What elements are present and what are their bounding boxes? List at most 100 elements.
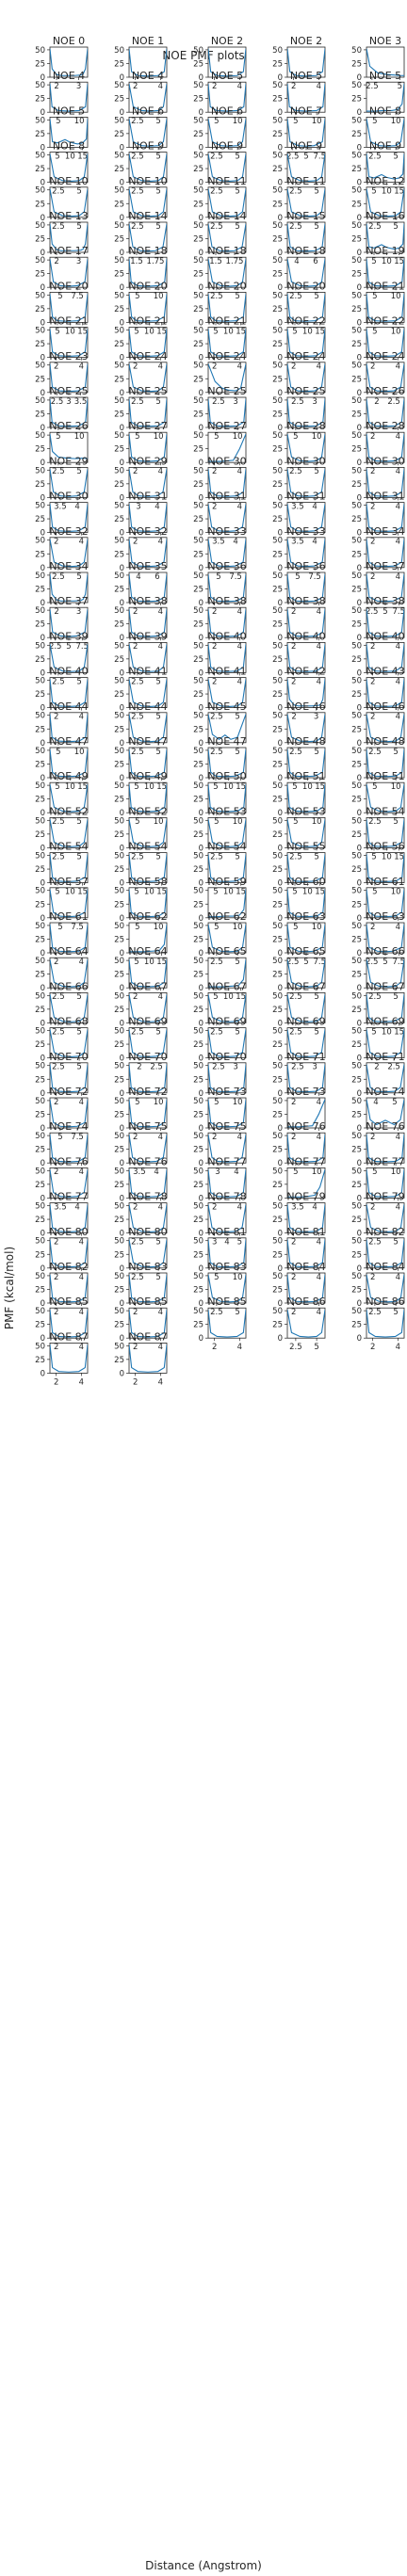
axes-frame [207,81,247,113]
subplot-title: NOE 22 [366,315,404,328]
subplot-title: NOE 72 [128,1086,167,1098]
x-tick-label: 5 [56,432,60,442]
y-tick-label: 25 [114,1321,124,1330]
y-tick-label: 0 [199,634,204,643]
pmf-line [208,994,246,1022]
x-tick-label: 5 [371,187,376,197]
y-tick-label: 50 [272,327,283,336]
pmf-line [208,714,246,740]
y-tick-label: 25 [35,1216,45,1225]
x-tick-label: 5 [314,992,318,1002]
y-tick-label: 0 [357,704,362,714]
x-tick-label: 4 [158,1343,163,1352]
y-tick-label: 25 [272,585,283,594]
x-tick-label: 5 [293,923,298,932]
subplot-title: NOE 25 [207,385,246,397]
axes-frame [366,677,405,708]
subplot-title: NOE 81 [207,1226,246,1238]
x-tick-label: 10 [74,748,85,757]
x-tick-label: 10 [312,1167,322,1177]
subplot-title: NOE 67 [286,980,325,992]
y-tick-label: 0 [41,318,45,328]
x-tick-label: 10 [223,327,234,336]
subplot-title: NOE 57 [49,876,88,888]
pmf-line [129,363,167,393]
y-tick-label: 25 [272,830,283,840]
x-tick-label: 10 [382,187,392,197]
y-tick-label: 25 [114,1250,124,1260]
x-tick-label: 3.5 [54,1202,67,1212]
axes-frame [366,1202,405,1233]
pmf-line [366,188,404,217]
y-tick-label: 25 [114,1216,124,1225]
x-tick-label: 5 [155,1238,160,1248]
x-tick-label: 2.5 [366,958,379,967]
pmf-line [50,994,88,1022]
x-tick-label: 5 [135,817,139,827]
pmf-line [208,573,246,603]
y-tick-label: 0 [120,704,124,714]
x-tick-label: 2.5 [210,958,223,967]
x-tick-label: 2.5 [387,397,400,407]
axes-frame [128,1272,168,1304]
axes-frame [286,1237,326,1269]
axes-frame [286,642,326,673]
pmf-line [50,83,88,112]
x-tick-label: 10 [391,888,401,897]
y-tick-label: 0 [41,704,45,714]
y-tick-label: 50 [351,1132,362,1141]
y-tick-label: 0 [120,318,124,328]
y-tick-label: 0 [278,249,283,258]
y-tick-label: 25 [193,865,204,875]
axes-frame [286,817,326,848]
pmf-line [366,1274,404,1303]
x-tick-label: 2 [133,992,138,1002]
subplot-title: NOE 67 [366,980,404,992]
y-tick-label: 50 [272,431,283,441]
y-tick-label: 50 [272,572,283,581]
y-tick-label: 25 [272,725,283,734]
x-tick-label: 10 [65,782,75,792]
y-tick-label: 0 [41,249,45,258]
x-tick-label: 2.5 [210,222,223,232]
x-tick-label: 5 [393,992,398,1002]
axes-frame [366,606,405,638]
pmf-line [208,819,246,847]
x-tick-label: 2.5 [368,222,382,232]
y-tick-label: 25 [272,1216,283,1225]
subplot-title: NOE 77 [366,1155,404,1167]
subplot-title: NOE 47 [207,735,246,748]
y-tick-label: 0 [41,1055,45,1064]
pmf-line [129,294,167,322]
y-tick-label: 50 [35,852,45,861]
y-tick-label: 0 [120,143,124,153]
y-tick-label: 25 [114,830,124,840]
y-tick-label: 25 [351,971,362,980]
subplot-title: NOE 78 [128,1191,167,1203]
y-tick-label: 50 [193,1237,204,1247]
y-tick-label: 25 [35,760,45,769]
pmf-line [129,1064,167,1093]
pmf-line [208,889,246,918]
axes-frame [49,852,89,883]
subplot-title: NOE 32 [49,525,88,538]
subplot-title: NOE 29 [128,455,167,467]
y-tick-label: 50 [35,537,45,546]
subplot-title: NOE 36 [207,560,246,572]
axes-frame [128,256,168,288]
y-tick-label: 0 [357,354,362,363]
y-tick-label: 50 [193,1307,204,1316]
axes-frame [128,186,168,218]
y-tick-label: 50 [193,816,204,826]
y-tick-label: 50 [351,781,362,791]
y-tick-label: 0 [199,914,204,924]
x-tick-label: 5 [393,1308,398,1317]
x-tick-label: 4 [158,538,163,547]
